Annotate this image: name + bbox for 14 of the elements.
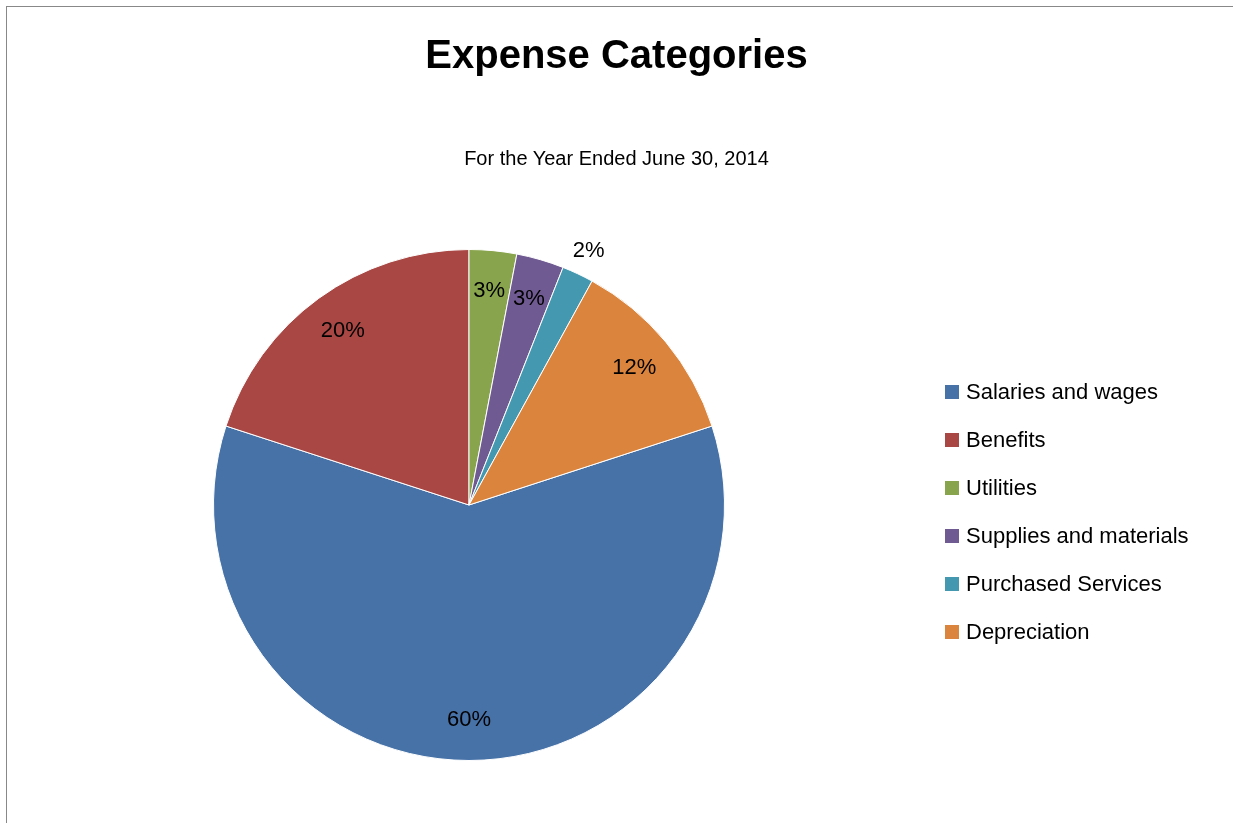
data-label: 20% (320, 317, 365, 343)
legend-label: Salaries and wages (966, 379, 1159, 405)
legend-label: Purchased Services (966, 571, 1162, 597)
legend-label: Utilities (966, 475, 1037, 501)
legend-label: Benefits (966, 427, 1046, 453)
data-label: 60% (446, 705, 492, 731)
data-label: 12% (612, 354, 657, 380)
data-label: 3% (512, 284, 545, 310)
chart-subtitle: For the Year Ended June 30, 2014 (463, 147, 770, 170)
data-label: 2% (572, 236, 605, 262)
legend-label: Supplies and materials (966, 523, 1189, 549)
legend-label: Depreciation (966, 619, 1090, 645)
chart-title: Expense Categories (424, 32, 809, 77)
data-label: 3% (473, 277, 506, 303)
